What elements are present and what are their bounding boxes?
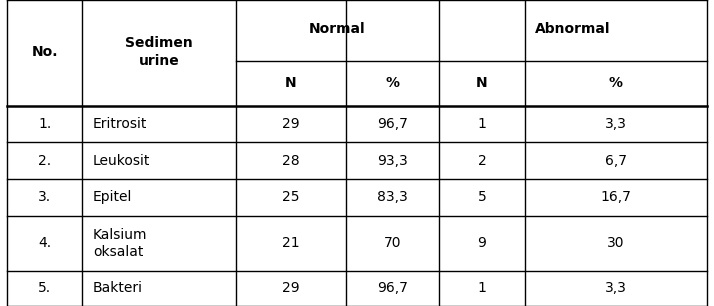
Text: 21: 21: [282, 236, 300, 250]
Text: %: %: [609, 76, 623, 90]
Text: No.: No.: [31, 45, 58, 59]
Text: 28: 28: [282, 154, 300, 168]
Text: Abnormal: Abnormal: [536, 22, 610, 36]
Text: 70: 70: [384, 236, 401, 250]
Text: 1.: 1.: [38, 117, 51, 131]
Text: N: N: [285, 76, 297, 90]
Text: Epitel: Epitel: [93, 190, 132, 204]
Text: 5.: 5.: [38, 281, 51, 295]
Text: 3.: 3.: [38, 190, 51, 204]
Text: 5: 5: [478, 190, 486, 204]
Text: %: %: [386, 76, 400, 90]
Text: 25: 25: [282, 190, 300, 204]
Text: 29: 29: [282, 281, 300, 295]
Text: 83,3: 83,3: [377, 190, 408, 204]
Text: Bakteri: Bakteri: [93, 281, 143, 295]
Text: 9: 9: [478, 236, 486, 250]
Text: Leukosit: Leukosit: [93, 154, 150, 168]
Text: 96,7: 96,7: [377, 117, 408, 131]
Text: Eritrosit: Eritrosit: [93, 117, 147, 131]
Text: 4.: 4.: [38, 236, 51, 250]
Text: 2: 2: [478, 154, 486, 168]
Text: 6,7: 6,7: [605, 154, 627, 168]
Text: 16,7: 16,7: [600, 190, 631, 204]
Text: 96,7: 96,7: [377, 281, 408, 295]
Text: N: N: [476, 76, 488, 90]
Text: Normal: Normal: [309, 22, 366, 36]
Text: 93,3: 93,3: [377, 154, 408, 168]
Text: 1: 1: [478, 281, 486, 295]
Text: Sedimen
urine: Sedimen urine: [125, 36, 193, 68]
Text: 3,3: 3,3: [605, 117, 627, 131]
Text: 1: 1: [478, 117, 486, 131]
Text: 30: 30: [607, 236, 625, 250]
Text: 29: 29: [282, 117, 300, 131]
Text: 2.: 2.: [38, 154, 51, 168]
Text: 3,3: 3,3: [605, 281, 627, 295]
Text: Kalsium
oksalat: Kalsium oksalat: [93, 228, 147, 259]
